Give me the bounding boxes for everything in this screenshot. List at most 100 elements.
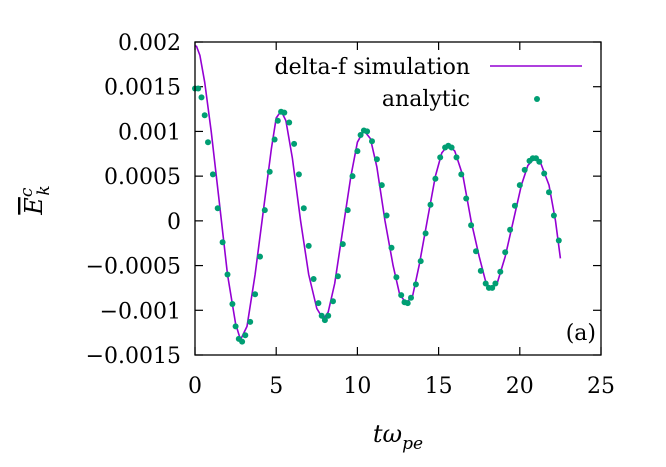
data-point-analytic bbox=[334, 273, 341, 280]
data-point-analytic bbox=[201, 112, 208, 119]
data-point-analytic bbox=[555, 237, 562, 244]
legend-swatch-analytic bbox=[534, 96, 540, 102]
data-point-analytic bbox=[432, 175, 439, 182]
data-point-analytic bbox=[247, 318, 254, 325]
data-point-analytic bbox=[453, 154, 460, 161]
data-point-analytic bbox=[205, 139, 211, 146]
data-point-analytic bbox=[422, 230, 429, 237]
data-point-analytic bbox=[511, 202, 518, 209]
data-point-analytic bbox=[521, 166, 528, 173]
data-point-analytic bbox=[448, 144, 455, 151]
data-point-analytic bbox=[232, 323, 239, 330]
data-point-analytic bbox=[373, 156, 380, 163]
data-point-analytic bbox=[209, 171, 216, 178]
data-point-analytic bbox=[516, 182, 523, 189]
data-point-analytic bbox=[473, 248, 479, 255]
data-point-analytic bbox=[463, 195, 470, 202]
y-tick-label: 0 bbox=[167, 210, 181, 235]
data-point-analytic bbox=[354, 148, 361, 155]
data-point-analytic bbox=[224, 271, 231, 278]
data-point-analytic bbox=[281, 109, 288, 116]
data-point-analytic bbox=[242, 332, 249, 339]
data-point-analytic bbox=[300, 205, 307, 212]
data-point-analytic bbox=[477, 267, 484, 274]
y-axis-label: Eck bbox=[17, 185, 54, 215]
data-point-analytic bbox=[239, 338, 246, 345]
data-point-analytic bbox=[398, 292, 405, 299]
data-point-analytic bbox=[198, 94, 205, 101]
data-point-analytic bbox=[378, 182, 385, 189]
data-point-analytic bbox=[550, 212, 557, 219]
x-tick-label: 15 bbox=[425, 374, 453, 399]
data-point-analytic bbox=[468, 222, 475, 229]
data-point-analytic bbox=[305, 242, 312, 249]
data-point-analytic bbox=[437, 154, 444, 161]
data-point-analytic bbox=[497, 268, 504, 275]
plot-frame bbox=[194, 41, 602, 356]
x-tick-label: 0 bbox=[188, 374, 202, 399]
data-point-analytic bbox=[408, 294, 414, 301]
data-point-analytic bbox=[229, 301, 236, 307]
data-point-analytic bbox=[388, 244, 395, 251]
data-point-analytic bbox=[325, 312, 332, 319]
x-tick-label: 5 bbox=[269, 374, 283, 399]
data-point-analytic bbox=[541, 170, 548, 177]
y-tick-label: −0.001 bbox=[100, 299, 181, 324]
data-point-analytic bbox=[261, 207, 268, 214]
data-point-analytic bbox=[458, 171, 465, 178]
data-point-analytic bbox=[344, 207, 351, 214]
data-point-analytic bbox=[310, 276, 317, 282]
y-tick-label: 0.0005 bbox=[104, 165, 181, 190]
data-point-analytic bbox=[266, 168, 273, 175]
data-point-analytic bbox=[393, 274, 400, 281]
data-point-analytic bbox=[427, 201, 434, 208]
y-tick-label: −0.0015 bbox=[86, 344, 181, 369]
data-point-analytic bbox=[364, 128, 371, 135]
data-point-analytic bbox=[219, 239, 226, 246]
data-point-analytic bbox=[330, 298, 336, 305]
x-tick-label: 20 bbox=[506, 374, 534, 399]
data-point-analytic bbox=[195, 85, 202, 92]
x-tick-label: 25 bbox=[587, 374, 615, 399]
data-point-analytic bbox=[404, 300, 411, 307]
data-point-analytic bbox=[536, 158, 543, 165]
data-point-analytic bbox=[349, 173, 356, 180]
series-line-delta-f-simulation bbox=[194, 44, 562, 341]
data-point-analytic bbox=[286, 119, 293, 126]
y-tick-label: −0.0005 bbox=[86, 255, 181, 280]
data-point-analytic bbox=[271, 136, 278, 143]
data-point-analytic bbox=[295, 171, 302, 178]
panel-label: (a) bbox=[566, 321, 596, 346]
data-point-analytic bbox=[214, 205, 221, 212]
x-axis-label: tωpe bbox=[373, 420, 423, 454]
data-point-analytic bbox=[417, 258, 424, 265]
data-point-analytic bbox=[274, 117, 281, 124]
y-tick-label: 0.0015 bbox=[104, 76, 181, 101]
data-point-analytic bbox=[546, 189, 552, 196]
y-tick-label: 0.002 bbox=[118, 31, 181, 56]
data-point-analytic bbox=[318, 312, 325, 319]
legend-label-delta-f-simulation: delta-f simulation bbox=[275, 55, 470, 80]
data-point-analytic bbox=[339, 241, 346, 248]
data-point-analytic bbox=[252, 291, 259, 298]
data-point-analytic bbox=[412, 281, 419, 288]
data-point-analytic bbox=[321, 317, 328, 324]
data-point-analytic bbox=[383, 212, 390, 219]
data-point-analytic bbox=[291, 140, 298, 147]
plot-data bbox=[192, 44, 562, 345]
data-point-analytic bbox=[369, 138, 375, 145]
y-tick-label: 0.001 bbox=[118, 120, 181, 145]
data-point-analytic bbox=[357, 132, 364, 138]
legend: delta-f simulation analytic bbox=[275, 55, 582, 112]
legend-label-analytic: analytic bbox=[382, 87, 470, 112]
data-point-analytic bbox=[489, 284, 496, 291]
data-point-analytic bbox=[482, 280, 489, 287]
data-point-analytic bbox=[257, 253, 263, 260]
data-point-analytic bbox=[507, 226, 514, 233]
data-point-analytic bbox=[315, 300, 322, 307]
tick-layer: 0 5 10 15 20 25 −0.0015 −0.001 −0.0005 0 0.0005 0.0… bbox=[86, 31, 615, 399]
data-point-analytic bbox=[502, 249, 509, 256]
x-tick-label: 10 bbox=[343, 374, 371, 399]
data-point-analytic bbox=[492, 280, 499, 287]
